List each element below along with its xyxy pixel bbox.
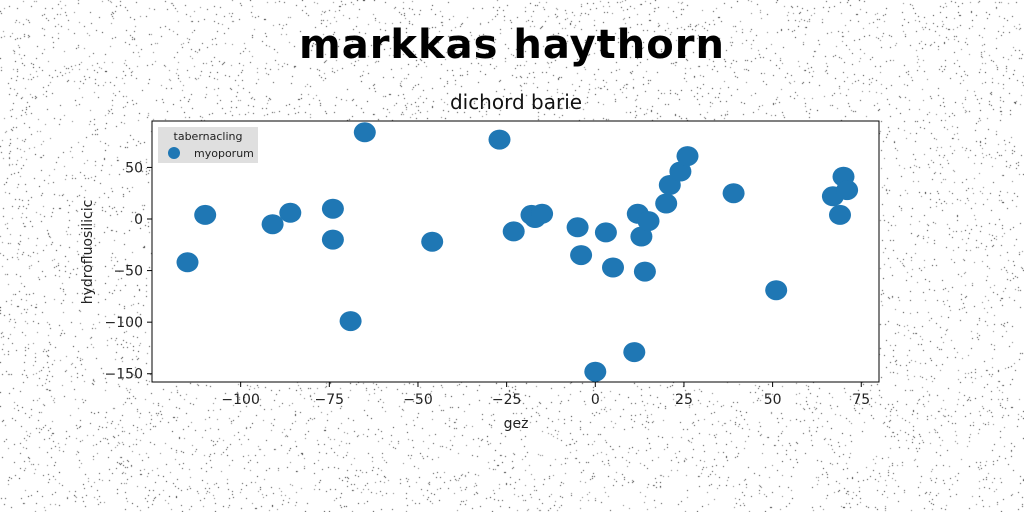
x-axis-label: gez	[504, 416, 529, 432]
data-point	[488, 129, 511, 150]
x-tick-label: 0	[591, 392, 600, 408]
data-point	[637, 211, 660, 232]
data-point	[602, 257, 624, 278]
x-tick-label: 25	[675, 392, 693, 408]
data-point	[633, 261, 656, 282]
y-tick-label: 50	[125, 160, 143, 176]
data-point	[584, 361, 607, 382]
data-point	[261, 214, 284, 235]
data-point	[722, 183, 745, 204]
data-point	[669, 161, 692, 182]
figure-suptitle: markkas haythorn	[299, 22, 725, 68]
data-point	[570, 245, 593, 266]
data-point	[279, 202, 302, 223]
data-point	[655, 193, 678, 214]
data-point	[829, 204, 851, 225]
y-axis-label: hydrofluosilicic	[80, 200, 96, 305]
data-point	[623, 342, 646, 363]
data-point	[676, 146, 699, 167]
x-tick-label: −50	[403, 392, 433, 408]
data-point	[502, 221, 525, 242]
data-point	[339, 311, 362, 332]
x-tick-label: −25	[492, 392, 522, 408]
data-points-layer	[176, 122, 859, 382]
y-tick-label: 0	[134, 212, 143, 228]
data-point	[594, 222, 617, 243]
data-point	[353, 122, 376, 143]
data-point	[321, 229, 344, 250]
data-point	[765, 280, 788, 301]
data-point	[566, 217, 589, 238]
x-tick-label: −100	[221, 392, 259, 408]
y-tick-label: −50	[113, 264, 143, 280]
data-point	[836, 180, 859, 201]
legend-marker-myoporum	[168, 147, 180, 159]
y-tick-label: −150	[105, 367, 143, 383]
data-point	[194, 204, 217, 225]
y-axis-ticks: 50 0 −50 −100 −150	[105, 160, 152, 383]
x-axis-ticks: −100 −75 −50 −25 0 25 50 75	[221, 382, 870, 408]
y-tick-label: −100	[105, 315, 143, 331]
legend-entry-myoporum: myoporum	[194, 147, 254, 160]
data-point	[421, 231, 444, 252]
x-tick-label: 75	[852, 392, 870, 408]
x-tick-label: 50	[764, 392, 782, 408]
data-point	[630, 226, 653, 247]
x-tick-label: −75	[315, 392, 345, 408]
data-point	[321, 198, 344, 219]
data-point	[531, 203, 554, 224]
legend: tabernacling myoporum	[158, 127, 258, 163]
chart-title: dichord barie	[450, 90, 582, 114]
legend-title: tabernacling	[174, 130, 243, 143]
data-point	[176, 252, 199, 273]
plot-area	[151, 120, 880, 383]
